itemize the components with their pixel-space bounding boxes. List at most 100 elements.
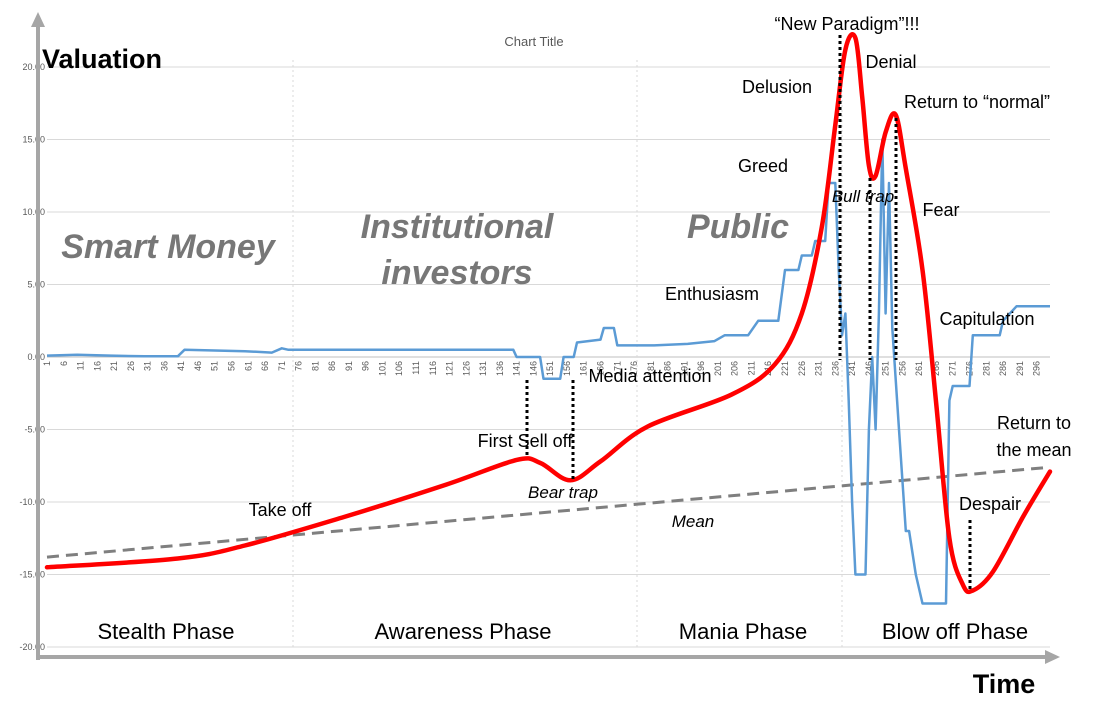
x-tick-label: 6: [59, 361, 69, 366]
x-tick-label: 156: [562, 361, 572, 376]
x-tick-label: 96: [361, 361, 371, 371]
x-tick-label: 211: [746, 361, 756, 375]
series-blue-line: [46, 138, 1050, 605]
x-tick-label: 241: [847, 361, 857, 376]
y-tick-label: 10.00: [22, 207, 45, 217]
x-tick-label: 51: [210, 361, 220, 371]
x-tick-labels: 1 6 11 16 21 26 31 36 41 46 51 56 61 66 71 76 81 86 91 96 10…: [42, 361, 1042, 376]
annotation-bear-trap: Bear trap: [528, 483, 598, 502]
phase-label-stealth: Stealth Phase: [98, 619, 235, 644]
x-tick-label: 121: [445, 361, 455, 376]
x-tick-label: 161: [579, 361, 589, 376]
y-tick-label: 20.00: [22, 62, 45, 72]
x-tick-label: 146: [528, 361, 538, 376]
x-tick-label: 76: [294, 361, 304, 371]
x-tick-label: 136: [495, 361, 505, 376]
x-tick-label: 266: [931, 361, 941, 376]
x-tick-label: 36: [159, 361, 169, 371]
x-tick-label: 236: [830, 361, 840, 376]
y-axis-title: Valuation: [42, 44, 162, 74]
gridlines: [47, 66, 1050, 648]
x-tick-label: 71: [277, 361, 287, 371]
annotation-return-to: Return to: [997, 413, 1071, 433]
x-axis-arrow: [36, 650, 1060, 664]
annotation-capitulation: Capitulation: [939, 309, 1034, 329]
annotation-bull-trap: Bull trap: [832, 187, 894, 206]
x-tick-label: 261: [914, 361, 924, 376]
annotation-fear: Fear: [922, 200, 959, 220]
annotation-the-mean: the mean: [996, 440, 1071, 460]
annotation-first-sell-off: First Sell off: [478, 431, 574, 451]
x-axis-title: Time: [973, 669, 1036, 699]
x-tick-label: 131: [478, 361, 488, 376]
x-tick-label: 141: [512, 361, 522, 376]
big-label-institutional: Institutional: [361, 208, 555, 246]
annotation-take-off: Take off: [249, 500, 313, 520]
x-tick-label: 61: [243, 361, 253, 371]
x-tick-label: 286: [998, 361, 1008, 376]
series-mean-line: [46, 465, 1051, 559]
x-tick-label: 246: [864, 361, 874, 376]
x-tick-label: 31: [143, 361, 153, 371]
x-tick-label: 281: [981, 361, 991, 376]
x-tick-label: 206: [730, 361, 740, 376]
annotation-return-normal: Return to “normal”: [904, 92, 1050, 112]
annotation-denial: Denial: [865, 52, 916, 72]
series-red-curve: [44, 32, 1053, 595]
y-tick-labels: 20.0015.0010.005.000.00-5.00-10.00-15.00…: [19, 62, 45, 652]
y-tick-label: -5.00: [24, 425, 45, 435]
x-tick-label: 46: [193, 361, 203, 371]
x-tick-label: 41: [176, 361, 186, 371]
x-tick-label: 296: [1032, 361, 1042, 376]
x-tick-label: 271: [948, 361, 958, 376]
phase-label-awareness: Awareness Phase: [375, 619, 552, 644]
x-tick-label: 21: [109, 361, 119, 371]
annotation-new-paradigm: “New Paradigm”!!!: [774, 14, 919, 34]
x-tick-label: 81: [310, 361, 320, 371]
x-tick-label: 256: [897, 361, 907, 376]
phase-separators: [292, 60, 843, 648]
x-tick-label: 221: [780, 361, 790, 376]
y-tick-label: -15.00: [19, 570, 45, 580]
big-label-smart-money: Smart Money: [61, 228, 277, 266]
x-tick-label: 171: [612, 361, 622, 376]
annotation-delusion: Delusion: [742, 77, 812, 97]
x-tick-label: 181: [646, 361, 656, 376]
x-tick-label: 101: [377, 361, 387, 376]
annotation-media-attention: Media attention: [588, 366, 711, 386]
x-tick-label: 231: [814, 361, 824, 376]
annotation-enthusiasm: Enthusiasm: [665, 284, 759, 304]
x-tick-label: 106: [394, 361, 404, 376]
phase-label-blow-off: Blow off Phase: [882, 619, 1028, 644]
annotation-despair: Despair: [959, 494, 1021, 514]
x-tick-label: 26: [126, 361, 136, 371]
x-tick-label: 151: [545, 361, 555, 376]
chart-title: Chart Title: [504, 34, 563, 49]
x-tick-label: 86: [327, 361, 337, 371]
vertical-markers: [525, 35, 972, 590]
x-tick-label: 191: [679, 361, 689, 376]
y-tick-label: 15.00: [22, 135, 45, 145]
x-tick-label: 166: [595, 361, 605, 376]
x-tick-label: 66: [260, 361, 270, 371]
x-tick-label: 111: [411, 361, 421, 375]
x-tick-label: 91: [344, 361, 354, 371]
y-tick-label: -10.00: [19, 497, 45, 507]
annotation-greed: Greed: [738, 156, 788, 176]
x-tick-label: 186: [663, 361, 673, 376]
x-tick-label: 1: [42, 361, 52, 366]
y-axis-arrow: [31, 12, 45, 660]
phase-label-mania: Mania Phase: [679, 619, 807, 644]
annotation-mean: Mean: [672, 512, 715, 531]
x-tick-label: 16: [92, 361, 102, 371]
x-tick-label: 11: [76, 361, 86, 370]
x-tick-label: 196: [696, 361, 706, 376]
big-label-investors: investors: [381, 254, 532, 292]
x-tick-label: 226: [797, 361, 807, 376]
y-tick-label: -20.00: [19, 642, 45, 652]
x-tick-label: 176: [629, 361, 639, 376]
x-tick-label: 251: [881, 361, 891, 376]
big-label-public: Public: [687, 208, 789, 246]
x-tick-label: 126: [461, 361, 471, 376]
